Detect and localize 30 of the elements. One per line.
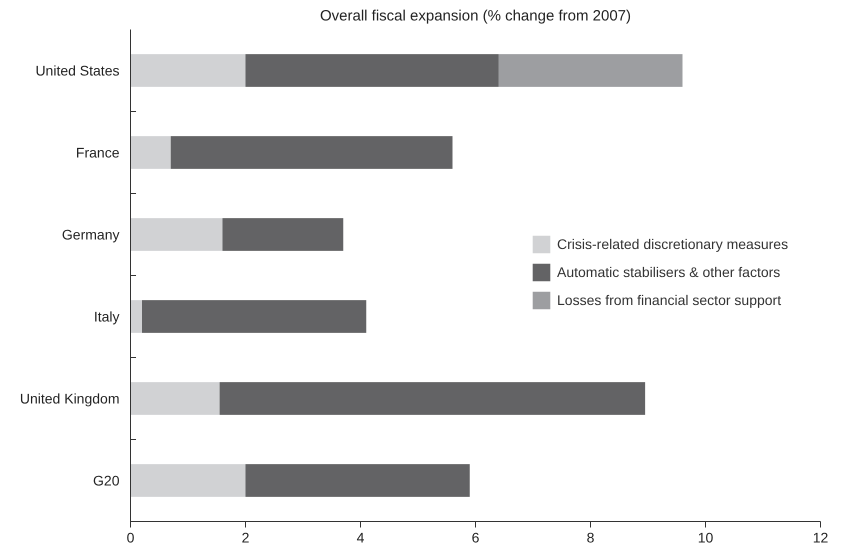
x-tick-label: 12 [812, 530, 828, 546]
bar [130, 136, 171, 169]
chart-title: Overall fiscal expansion (% change from 2007) [320, 8, 632, 24]
y-tick-label: Italy [94, 308, 120, 324]
bar [130, 300, 142, 333]
y-tick-label: United States [35, 62, 120, 78]
x-tick-label: 2 [242, 530, 250, 546]
y-tick-label: United Kingdom [20, 390, 120, 406]
y-tick-label: G20 [93, 472, 120, 488]
bar [130, 54, 246, 87]
legend-label: Automatic stabilisers & other factors [557, 264, 780, 280]
y-tick-label: France [76, 144, 120, 160]
bar [498, 54, 682, 87]
x-tick-label: 6 [472, 530, 480, 546]
bar [222, 218, 344, 251]
y-tick-label: Germany [62, 226, 120, 242]
legend-label: Crisis-related discretionary measures [557, 236, 788, 252]
bar [220, 382, 646, 415]
bar [130, 464, 246, 497]
bar [142, 300, 366, 333]
bar [130, 382, 220, 415]
x-tick-label: 0 [126, 530, 135, 546]
x-tick-label: 8 [586, 530, 595, 546]
bar [246, 464, 470, 497]
x-tick-label: 10 [698, 530, 714, 546]
x-tick-label: 4 [356, 530, 365, 546]
bar [130, 218, 222, 251]
bar [246, 54, 498, 87]
legend-label: Losses from financial sector support [557, 292, 782, 308]
bar [170, 136, 452, 169]
